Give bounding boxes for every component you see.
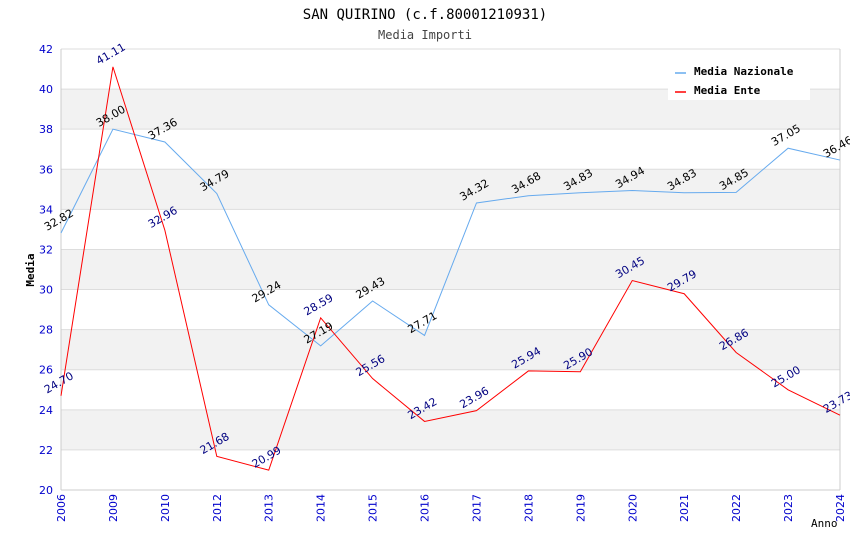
y-tick-label: 28 <box>39 324 53 337</box>
y-tick-label: 22 <box>39 444 53 457</box>
x-tick-label: 2012 <box>211 494 224 522</box>
x-tick-label: 2009 <box>107 494 120 522</box>
x-tick-label: 2024 <box>834 494 847 522</box>
y-tick-label: 30 <box>39 284 53 297</box>
x-tick-label: 2013 <box>263 494 276 522</box>
y-tick-label: 20 <box>39 484 53 497</box>
legend-label-nazionale: Media Nazionale <box>694 65 794 78</box>
x-tick-label: 2016 <box>419 494 432 522</box>
x-axis-label: Anno <box>811 517 838 530</box>
y-tick-label: 24 <box>39 404 53 417</box>
data-label: 41.11 <box>94 40 128 67</box>
x-tick-label: 2020 <box>626 494 639 522</box>
x-tick-label: 2014 <box>315 494 328 522</box>
y-tick-label: 40 <box>39 83 53 96</box>
x-tick-label: 2006 <box>55 494 68 522</box>
y-tick-label: 32 <box>39 243 53 256</box>
y-tick-label: 36 <box>39 163 53 176</box>
chart-title: SAN QUIRINO (c.f.80001210931) <box>303 7 547 23</box>
grid-band <box>61 169 840 210</box>
data-label: 28.59 <box>302 291 336 318</box>
y-axis-label: Media <box>24 253 37 286</box>
x-tick-label: 2010 <box>159 494 172 522</box>
legend-label-ente: Media Ente <box>694 84 761 97</box>
x-tick-label: 2022 <box>730 494 743 522</box>
x-tick-label: 2017 <box>470 494 483 522</box>
x-tick-label: 2023 <box>782 494 795 522</box>
series-line-0 <box>60 128 841 347</box>
y-tick-label: 38 <box>39 123 53 136</box>
data-label: 36.46 <box>821 134 850 161</box>
data-label: 23.96 <box>457 384 491 411</box>
y-tick-label: 34 <box>39 203 53 216</box>
x-tick-label: 2021 <box>678 494 691 522</box>
series-line-1 <box>60 66 841 471</box>
y-tick-label: 26 <box>39 364 53 377</box>
x-tick-label: 2018 <box>522 494 535 522</box>
chart-subtitle: Media Importi <box>378 28 472 42</box>
legend: Media Nazionale Media Ente <box>668 60 810 100</box>
x-tick-label: 2015 <box>367 494 380 522</box>
x-tick-label: 2019 <box>574 494 587 522</box>
y-tick-label: 42 <box>39 43 53 56</box>
legend-box <box>668 60 810 100</box>
grid-band <box>61 329 840 370</box>
